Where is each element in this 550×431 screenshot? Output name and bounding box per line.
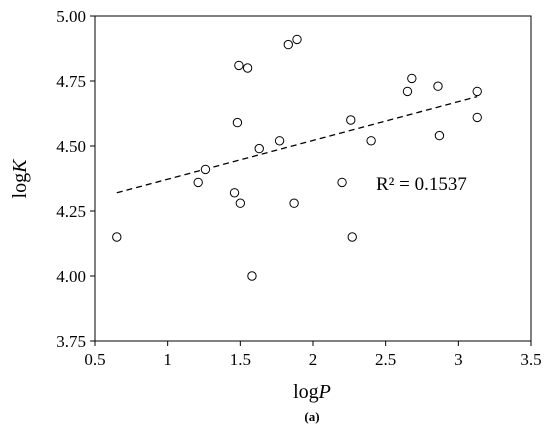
x-tick-label: 2 — [309, 350, 318, 369]
x-tick-label: 3.5 — [520, 350, 541, 369]
data-point — [366, 136, 376, 146]
trendline-layer — [116, 95, 478, 194]
trendline — [116, 95, 478, 194]
data-point — [472, 112, 482, 123]
y-axis-title: logK — [9, 158, 31, 199]
y-tick-labels: 3.75 4.00 4.25 4.50 4.75 5.00 — [56, 7, 86, 351]
x-tick-label: 1 — [163, 350, 172, 369]
data-point — [292, 34, 302, 45]
data-point — [434, 130, 445, 141]
data-point — [235, 198, 246, 208]
data-point — [289, 198, 299, 208]
x-tick-label: 3 — [454, 350, 463, 369]
y-tick-label: 3.75 — [56, 332, 86, 351]
data-point — [337, 177, 347, 188]
data-point — [229, 188, 240, 198]
data-point — [274, 136, 285, 146]
data-point — [112, 232, 122, 242]
x-tick-labels: 0.5 1 1.5 2 2.5 3 3.5 — [84, 350, 541, 369]
data-point — [283, 39, 293, 50]
data-point — [247, 271, 257, 281]
x-tick-label: 0.5 — [84, 350, 105, 369]
y-tick-label: 4.50 — [56, 137, 86, 156]
r-squared-annotation: R² = 0.1537 — [376, 174, 467, 195]
data-point — [234, 60, 244, 71]
y-tick-label: 5.00 — [56, 7, 86, 26]
data-point — [254, 143, 264, 154]
y-tick-label: 4.25 — [56, 202, 86, 221]
axes — [90, 15, 532, 346]
data-point — [407, 73, 417, 84]
data-point — [232, 117, 243, 128]
data-point — [242, 63, 253, 73]
data-point — [433, 81, 443, 91]
x-tick-label: 2.5 — [375, 350, 396, 369]
data-point — [347, 232, 357, 242]
x-tick-label: 1.5 — [230, 350, 251, 369]
data-point — [472, 86, 482, 97]
data-point — [346, 115, 356, 125]
data-point — [402, 86, 413, 97]
y-tick-label: 4.00 — [56, 267, 86, 286]
data-point — [193, 177, 203, 188]
y-tick-label: 4.75 — [56, 72, 86, 91]
data-point — [200, 164, 211, 175]
x-axis-title: logP — [293, 381, 331, 403]
figure-caption: (a) — [304, 409, 319, 424]
points-layer — [112, 34, 482, 281]
